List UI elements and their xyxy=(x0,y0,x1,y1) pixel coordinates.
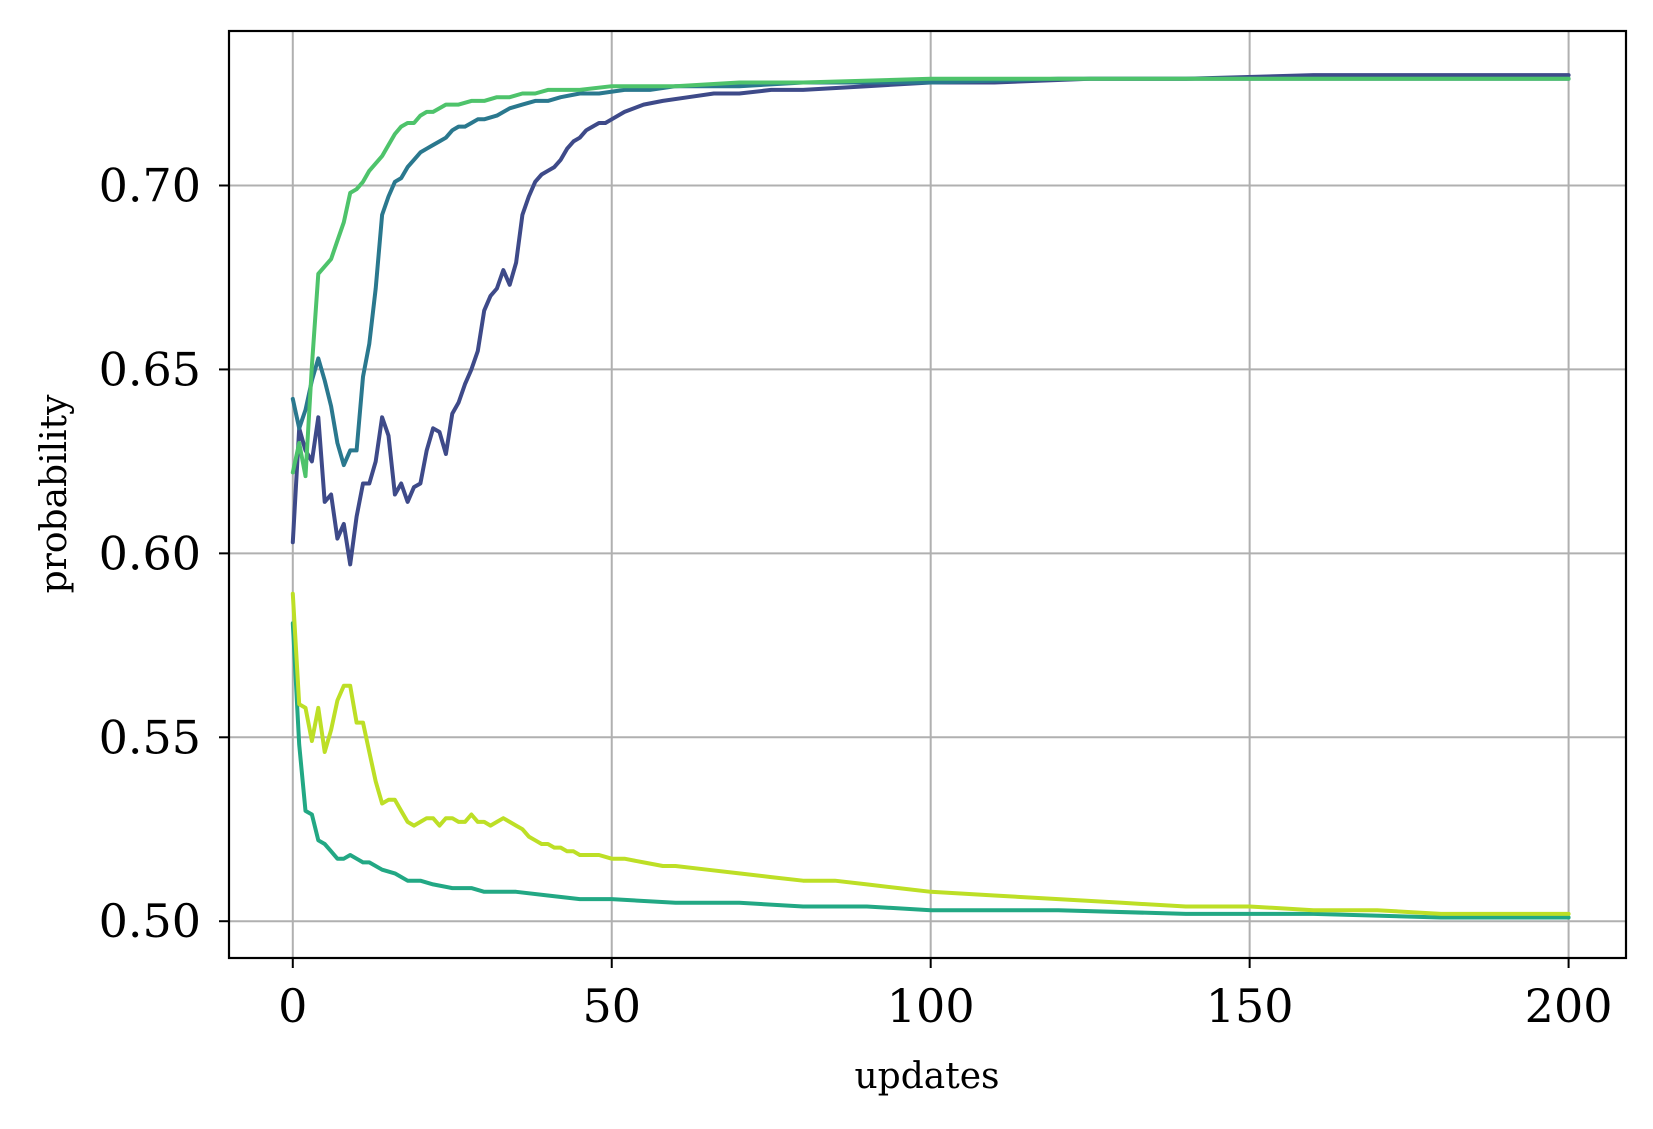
y-tick-label: 0.60 xyxy=(99,526,201,580)
x-tick-label: 200 xyxy=(1525,979,1613,1033)
y-tick-label: 0.70 xyxy=(99,159,201,213)
series-line-5 xyxy=(290,591,1571,916)
series-line-4 xyxy=(290,76,1571,479)
y-tick-label: 0.50 xyxy=(99,894,201,948)
x-tick-label: 50 xyxy=(582,979,641,1033)
series-lines xyxy=(290,73,1571,920)
x-axis-label: updates xyxy=(855,1056,1000,1097)
x-tick-label: 150 xyxy=(1206,979,1294,1033)
x-tick-label: 100 xyxy=(887,979,975,1033)
series-line-2 xyxy=(290,76,1571,468)
axis-ticks: 0 50 100 150 200 0.50 0.55 0.60 0.65 0.70 xyxy=(99,159,1613,1034)
y-tick-label: 0.65 xyxy=(99,342,201,396)
y-axis-label: probability xyxy=(34,394,75,593)
series-line-3 xyxy=(290,621,1571,920)
plot-frame xyxy=(227,29,1628,960)
y-tick-label: 0.55 xyxy=(99,710,201,764)
x-tick-label: 0 xyxy=(278,979,307,1033)
grid xyxy=(229,31,1626,958)
series-line-1 xyxy=(290,73,1571,567)
